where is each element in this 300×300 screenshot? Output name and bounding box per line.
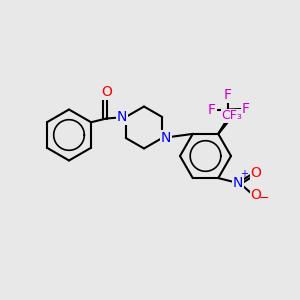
Text: F: F (242, 102, 249, 116)
Text: N: N (160, 131, 171, 145)
Text: O: O (101, 85, 112, 99)
Text: O: O (250, 188, 261, 202)
Text: N: N (117, 110, 128, 124)
Text: O: O (250, 166, 261, 180)
Text: N: N (232, 176, 243, 190)
Text: F: F (208, 103, 216, 116)
Text: CF₃: CF₃ (221, 110, 242, 122)
Text: F: F (224, 88, 232, 102)
Text: −: − (259, 192, 269, 205)
Text: +: + (240, 169, 248, 179)
